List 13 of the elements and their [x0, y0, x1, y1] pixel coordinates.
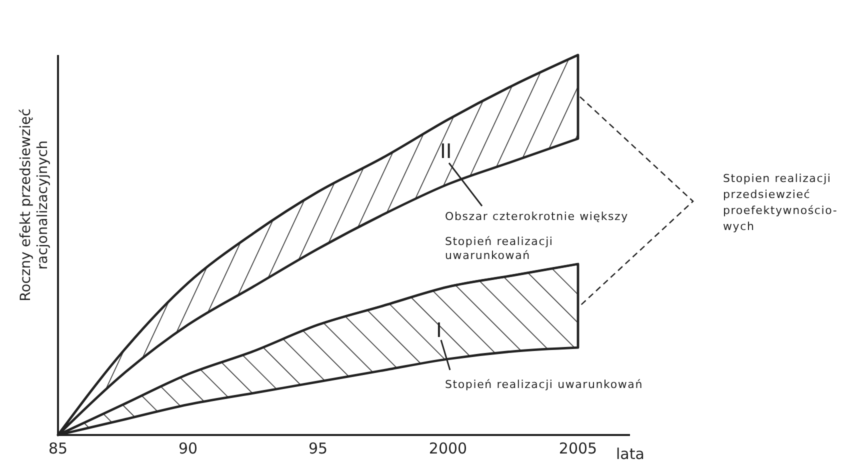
- annotation: I: [436, 318, 442, 342]
- text: Stopien realizacji przedsiewzieć proefektywnościo- wych: [723, 172, 838, 233]
- annotation: II: [440, 139, 452, 163]
- annotation: Stopień realizacji uwarunkowań: [445, 378, 643, 391]
- x-tick-label: 2005: [558, 440, 598, 458]
- x-tick-label: 2000: [428, 440, 468, 458]
- annotation: Stopień realizacji uwarunkowań: [445, 235, 554, 262]
- y-axis-title: Roczny efekt przedsiewzięć racjonalizacyjnych: [18, 108, 51, 302]
- x-axis-title: lata: [616, 445, 644, 463]
- annotation: Obszar czterokrotnie większy: [445, 210, 628, 223]
- x-tick-label: 95: [308, 440, 328, 458]
- x-tick-label: 90: [178, 440, 198, 458]
- x-tick-label: 85: [48, 440, 68, 458]
